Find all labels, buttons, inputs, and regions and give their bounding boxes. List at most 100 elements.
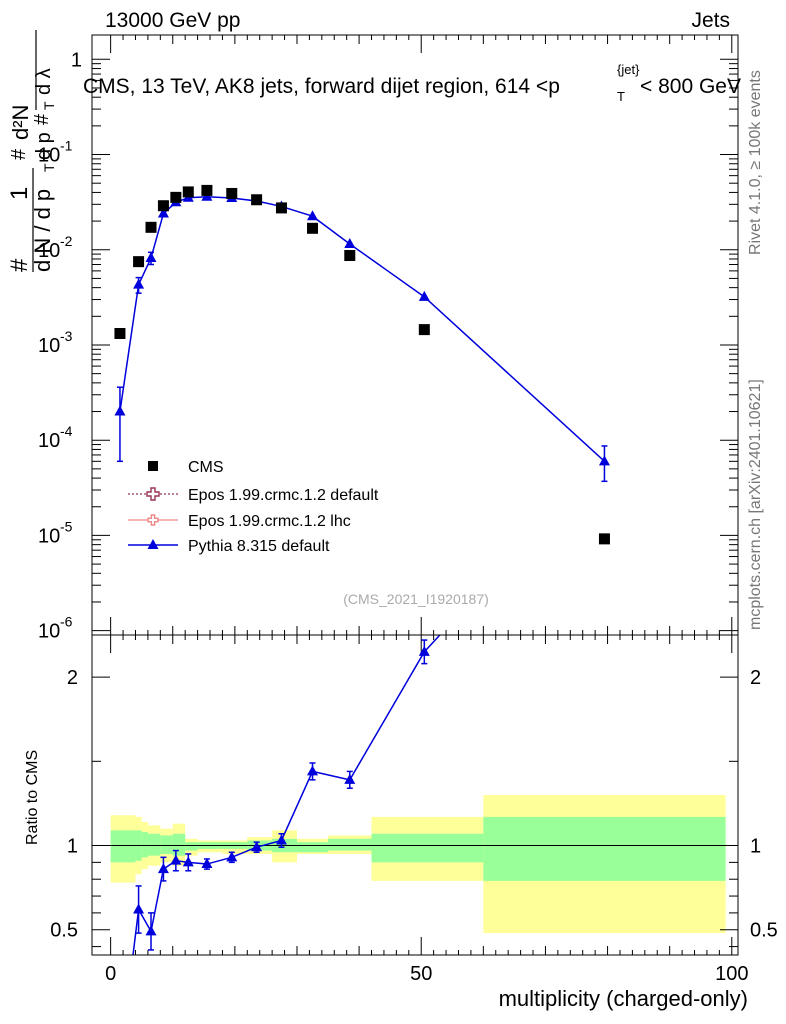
cms-point: [170, 191, 182, 203]
cms-point: [598, 533, 610, 545]
pythia-line: [119, 196, 605, 462]
ylabel-hash: #: [6, 258, 33, 272]
y-tick-label-exp: -6: [60, 614, 73, 630]
top-panel: 110-110-210-310-410-510-6: [38, 34, 739, 643]
y-tick-label: 1: [71, 49, 82, 71]
legend-label: Epos 1.99.crmc.1.2 lhc: [188, 513, 351, 530]
title-sub: T: [617, 89, 625, 104]
y-tick-label-base: 10: [38, 525, 60, 547]
ratio-pythia-point: [226, 851, 238, 862]
y-tick-label: 10 -5: [38, 518, 73, 547]
y-tick-label-exp: -5: [60, 518, 73, 534]
pythia-point: [157, 207, 169, 218]
ratio-y-tick-label: 2: [67, 667, 78, 689]
legend-label: Pythia 8.315 default: [188, 538, 330, 555]
y-tick-label-base: 10: [38, 430, 60, 452]
legend-square-icon: [148, 461, 158, 471]
ratio-y-tick-label-right: 0.5: [750, 920, 778, 942]
ratio-pythia-point: [418, 645, 430, 656]
title-pre: CMS, 13 TeV, AK8 jets, forward dijet reg…: [83, 75, 560, 98]
cms-point: [145, 221, 157, 233]
cms-point: [307, 222, 319, 234]
legend-cross-icon: [146, 487, 160, 501]
ratio-y-tick-label: 1: [67, 836, 78, 858]
ylabel-hash-3: #: [31, 113, 53, 125]
ratio-band-inner: [141, 832, 148, 858]
ratio-pythia-point: [145, 925, 157, 936]
y-tick-label: 10 -1: [38, 138, 73, 167]
ratio-pythia-line: [132, 634, 441, 956]
y-tick-label: 10 -2: [38, 233, 73, 262]
ratio-pythia-point: [182, 856, 194, 867]
title-post: < 800 GeV: [640, 75, 741, 98]
cms-point: [133, 256, 145, 268]
y-tick-label-base: 10: [38, 145, 60, 167]
cms-point: [182, 186, 194, 198]
ratio-band-inner: [328, 838, 372, 851]
cms-point: [251, 194, 263, 206]
cms-point: [275, 202, 287, 214]
ylabel-hash-2: #: [8, 148, 30, 160]
ratio-frame: [91, 634, 739, 956]
y-tick-label: 10 -3: [38, 328, 73, 357]
ratio-band-inner: [147, 833, 161, 856]
ylabel-one: 1: [6, 187, 33, 200]
x-tick-label: 50: [410, 963, 432, 985]
legend-triangle-icon: [147, 539, 159, 549]
header-right: Jets: [691, 9, 730, 32]
ratio-band-inner: [185, 842, 198, 851]
ylabel-denom: d p: [33, 132, 55, 160]
cms-point: [344, 250, 356, 262]
y-tick-label-exp: -4: [60, 423, 73, 439]
cms-point: [157, 200, 169, 212]
ratio-band-inner: [296, 842, 329, 853]
x-axis-label: multiplicity (charged-only): [499, 986, 748, 1011]
rivet-label: Rivet 4.1.0, ≥ 100k events: [747, 70, 764, 255]
ratio-band-inner: [160, 835, 173, 854]
pythia-point: [114, 405, 126, 416]
pythia-point: [418, 290, 430, 301]
cms-point: [201, 184, 213, 196]
analysis-watermark: (CMS_2021_I1920187): [343, 591, 489, 607]
pythia-point: [133, 278, 145, 289]
ratio-band-inner: [483, 816, 726, 881]
y-tick-label: 10 -4: [38, 423, 73, 452]
y-tick-label-base: 10: [38, 240, 60, 262]
ratio-y-tick-label-right: 2: [750, 667, 761, 689]
top-ylabel: # 1 d N / d p T d²N # d p T d λ #: [6, 30, 57, 272]
legend-item: Epos 1.99.crmc.1.2 default: [128, 487, 379, 504]
y-tick-label-base: 10: [38, 335, 60, 357]
ratio-pythia-point: [307, 765, 319, 776]
cms-point: [418, 324, 430, 336]
cms-point: [114, 327, 126, 339]
y-tick-label-exp: -2: [60, 233, 73, 249]
ratio-y-tick-label-right: 1: [750, 836, 761, 858]
mcplots-label: mcplots.cern.ch [arXiv:2401.10621]: [747, 379, 764, 630]
x-tick-label: 100: [715, 963, 748, 985]
ratio-pythia-point: [251, 841, 263, 852]
y-tick-label: 10 -6: [38, 614, 73, 643]
legend: CMS Epos 1.99.crmc.1.2 default Epos 1.99.c…: [128, 459, 379, 555]
header-left: 13000 GeV pp: [105, 9, 240, 32]
title-sup: {jet}: [617, 62, 640, 77]
ylabel-T-2: T: [41, 101, 57, 110]
ratio-pythia-point: [201, 858, 213, 869]
ratio-pythia-point: [344, 773, 356, 784]
ratio-pythia-point: [133, 903, 145, 914]
ylabel-d2N: d²N: [8, 105, 33, 140]
ratio-band-inner: [110, 830, 136, 863]
y-tick-label-base: 10: [38, 621, 60, 643]
legend-cross-icon: [147, 514, 159, 526]
pythia-point: [598, 455, 610, 466]
y-tick-label-exp: -1: [60, 138, 73, 154]
ylabel-T: T: [41, 163, 57, 172]
ratio-y-tick-label: 0.5: [50, 920, 78, 942]
cms-point: [226, 187, 238, 199]
plot-title: CMS, 13 TeV, AK8 jets, forward dijet reg…: [83, 62, 741, 104]
legend-label: Epos 1.99.crmc.1.2 default: [188, 487, 379, 504]
ylabel-dN: d N / d p: [30, 189, 55, 272]
pythia-point: [145, 251, 157, 262]
ratio-band-inner: [371, 833, 484, 863]
pythia-point: [344, 237, 356, 248]
